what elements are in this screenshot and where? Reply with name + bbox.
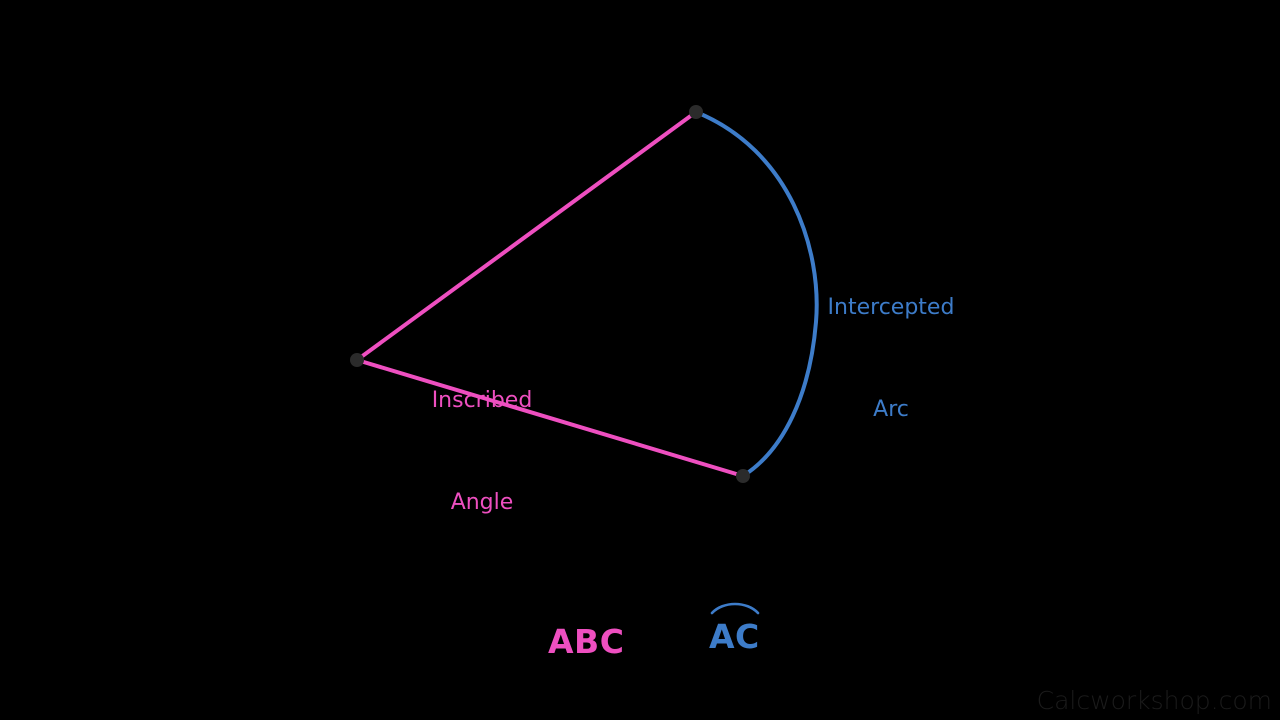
inscribed-angle-label-line2: Angle — [450, 490, 514, 516]
intercepted-arc-label-line1: Intercepted — [827, 295, 955, 321]
vertex-point-c — [736, 469, 750, 483]
intercepted-arc-label: Intercepted Arc — [791, 223, 991, 496]
watermark: Calcworkshop.com — [1036, 686, 1272, 715]
angle-name-formula: ABC — [548, 622, 625, 661]
segment-ba — [355, 110, 698, 362]
inscribed-angle-label-line1: Inscribed — [431, 388, 533, 414]
intercepted-arc-label-line2: Arc — [873, 397, 909, 423]
arc-name-formula: AC — [709, 617, 760, 656]
segment-bc — [355, 358, 745, 478]
vertex-point-a — [689, 105, 703, 119]
intercepted-arc-path — [694, 110, 819, 478]
inscribed-angle-label: Inscribed Angle — [382, 316, 582, 589]
vertex-point-b — [350, 353, 364, 367]
